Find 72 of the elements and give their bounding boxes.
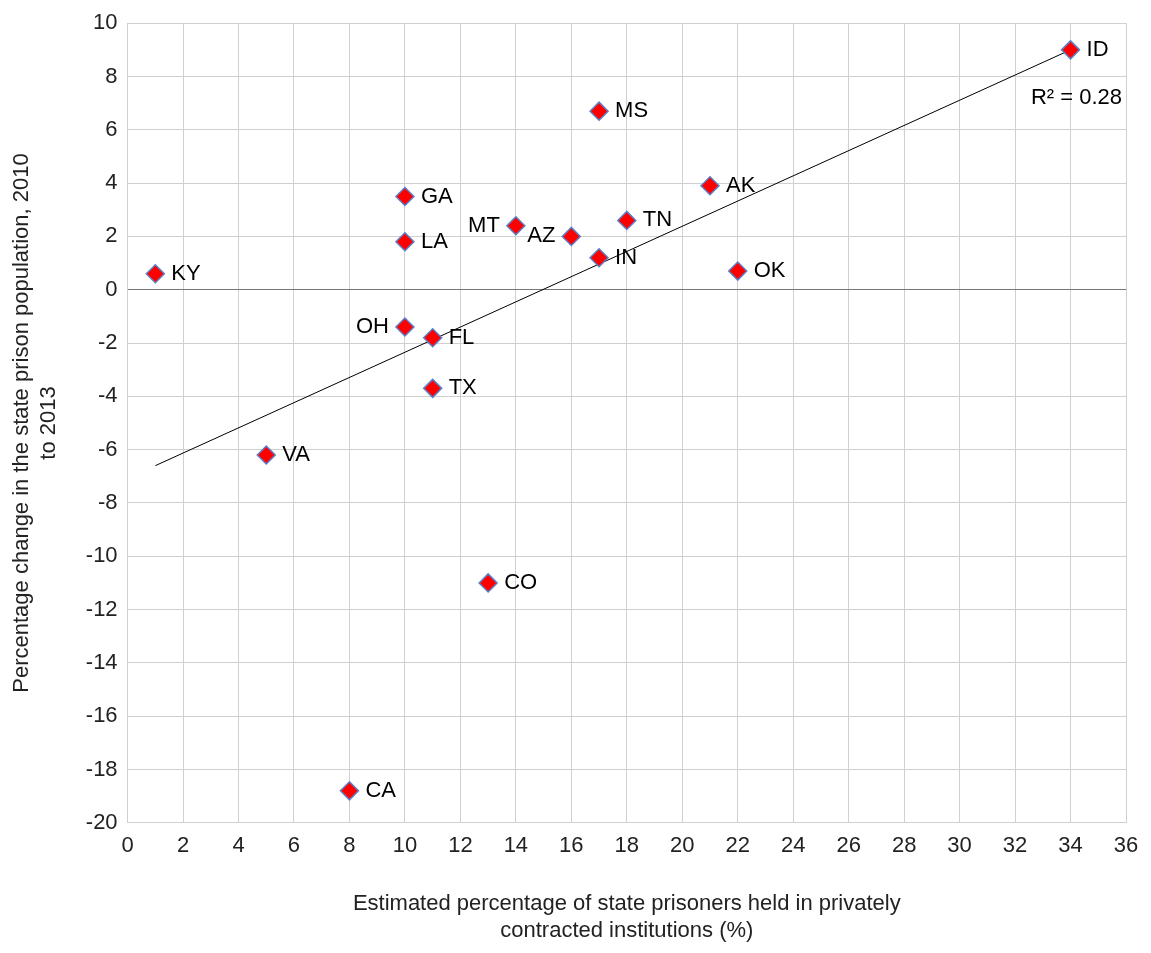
point: [727, 261, 748, 281]
x-tick-label: 36: [1113, 832, 1139, 858]
y-tick-label: 4: [105, 169, 118, 195]
x-tick-label: 8: [343, 832, 356, 858]
annotation: OK: [753, 257, 786, 283]
x-tick-label: 14: [503, 832, 529, 858]
point: [422, 327, 443, 348]
point: [422, 378, 443, 399]
x-tick-label: 0: [121, 832, 134, 858]
x-tick-label: 30: [947, 832, 972, 858]
point: [617, 210, 637, 231]
point: [395, 317, 415, 337]
annotation: AK: [726, 171, 756, 197]
x-tick-label: 20: [670, 832, 695, 858]
y-tick-label: -16: [85, 702, 118, 728]
annotation: VA: [282, 441, 311, 467]
y-tick-label: -14: [85, 648, 118, 674]
y-tick-label: -6: [98, 435, 118, 461]
y-tick-label: -2: [98, 329, 118, 355]
x-axis-title: Estimated percentage of state prisoners held in privately contracted institutions (%): [352, 890, 901, 942]
y-tick-label: -10: [85, 542, 118, 568]
y-tick-label: -20: [85, 808, 118, 834]
annotation: CA: [365, 776, 397, 802]
x-tick-label: 24: [780, 832, 806, 858]
y-tick-label: 10: [93, 9, 118, 35]
x-tick-label: 32: [1002, 832, 1028, 858]
annotation: OH: [355, 313, 389, 339]
x-tick-label: 34: [1058, 832, 1083, 858]
y-tick-label: -12: [85, 595, 118, 621]
y-axis-title: Percentage change in the state prison population, 2010 to 2013: [8, 153, 60, 693]
y-tick-label: 0: [105, 275, 118, 301]
point: [256, 445, 277, 465]
y-tick-label: -18: [85, 755, 118, 781]
point: [339, 781, 360, 801]
point: [589, 248, 609, 268]
x-tick-label: 12: [448, 832, 473, 858]
x-tick-label: 2: [176, 832, 190, 858]
x-tick-label: 6: [287, 832, 301, 858]
x-tick-label: 26: [836, 832, 861, 858]
point: [478, 573, 498, 593]
point: [1060, 40, 1081, 60]
x-tick-label: 18: [614, 832, 640, 858]
y-tick-label: -8: [98, 489, 118, 515]
annotation: FL: [448, 323, 475, 349]
annotation: LA: [420, 227, 449, 253]
x-tick-label: 28: [891, 832, 917, 858]
annotation: IN: [615, 243, 638, 269]
x-tick-label: 4: [232, 832, 245, 858]
point: [395, 232, 415, 252]
x-tick-label: 22: [725, 832, 750, 858]
x-tick-label: 16: [559, 832, 584, 858]
annotation: ID: [1086, 35, 1109, 61]
annotation: KY: [171, 259, 201, 285]
annotation: GA: [420, 182, 454, 208]
point: [561, 226, 582, 247]
point: [589, 101, 609, 121]
annotation: MS: [615, 97, 649, 123]
y-tick-label: 6: [105, 115, 118, 141]
y-tick-label: 8: [105, 62, 118, 88]
annotation: TX: [448, 374, 478, 400]
point: [506, 216, 526, 236]
annotation: TN: [642, 206, 673, 232]
point: [700, 176, 720, 196]
point: [145, 263, 166, 284]
point: [395, 186, 415, 207]
annotation: MT: [468, 211, 500, 237]
y-tick-label: 2: [105, 222, 118, 248]
annotation: AZ: [527, 222, 556, 248]
annotation: R² = 0.28: [1030, 84, 1122, 110]
y-tick-label: -4: [98, 382, 118, 408]
annotation: CO: [504, 568, 538, 594]
x-tick-label: 10: [392, 832, 418, 858]
